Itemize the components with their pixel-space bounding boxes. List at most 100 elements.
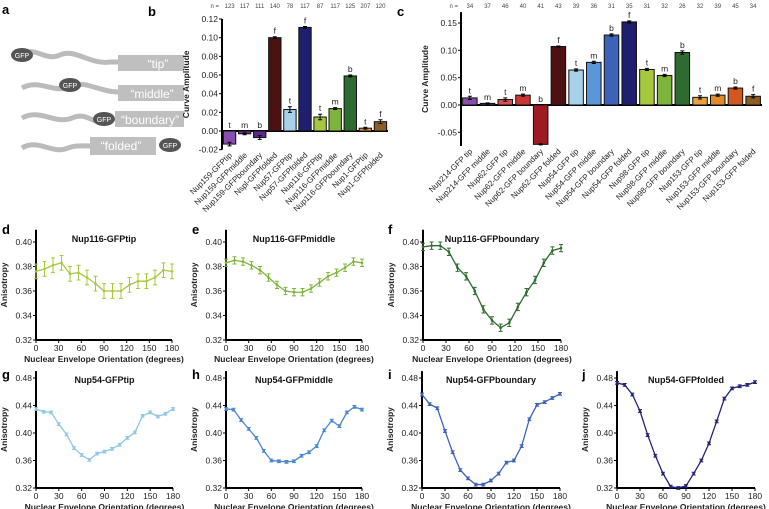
y-tick-label: 0.34 xyxy=(402,311,419,321)
data-point xyxy=(499,326,502,330)
data-point xyxy=(474,483,477,486)
bar-annotation: t xyxy=(469,85,472,95)
data-point xyxy=(254,436,258,440)
x-tick-label: 60 xyxy=(658,491,668,501)
error-bar xyxy=(378,119,383,125)
error-bar xyxy=(348,74,353,78)
x-axis-label: Nuclear Envelope Orientation (degrees) xyxy=(411,502,571,509)
error-bar xyxy=(715,93,720,97)
bar-annotation: f xyxy=(752,84,755,94)
n-prefix: n = xyxy=(210,4,219,10)
y-tick-label: 0.38 xyxy=(402,262,419,272)
n-count: 31 xyxy=(608,4,615,10)
fg-repeat-strand xyxy=(20,49,118,65)
y-tick-label: 0.32 xyxy=(205,335,222,345)
data-point xyxy=(171,407,175,411)
data-point xyxy=(322,428,326,432)
y-tick-label: 0.36 xyxy=(205,286,222,296)
n-count: 117 xyxy=(240,4,250,10)
n-count: 36 xyxy=(590,4,597,10)
n-count: 117 xyxy=(300,4,310,10)
chart-panel-j: j 0.32 0.36 0.40 0.44 0.48 0 30 60 90 120 150 180Nuc… xyxy=(580,367,766,509)
bar-annotation: m xyxy=(590,50,597,60)
x-tick-label: 120 xyxy=(120,491,134,501)
panel-label-f: f xyxy=(388,222,393,237)
data-point xyxy=(284,289,287,293)
bar-c-7 xyxy=(586,61,602,106)
error-bar xyxy=(698,95,703,100)
data-point xyxy=(43,267,46,271)
data-point xyxy=(148,411,152,414)
data-point xyxy=(360,261,364,265)
y-tick-label: 0.06 xyxy=(201,70,218,80)
data-point xyxy=(451,450,454,454)
bar-annotation: t xyxy=(319,103,322,113)
x-axis-label: Nuclear Envelope Orientation (degrees) xyxy=(214,502,374,509)
data-point xyxy=(447,250,451,254)
gfp-tag xyxy=(93,112,115,126)
data-point xyxy=(258,268,262,272)
x-tick-label: 120 xyxy=(310,343,324,353)
x-tick-label: 120 xyxy=(310,491,324,501)
x-tick-label: 120 xyxy=(120,343,134,353)
bar-annotation: f xyxy=(304,15,307,25)
y-tick-label: 0.36 xyxy=(205,456,222,466)
n-count: 46 xyxy=(502,4,509,10)
x-tick-label: 150 xyxy=(142,343,156,353)
x-tick-label: 120 xyxy=(702,491,716,501)
data-point xyxy=(551,396,554,400)
data-point xyxy=(34,270,38,273)
data-point xyxy=(49,411,53,414)
n-count: 31 xyxy=(644,4,651,10)
n-count: 117 xyxy=(330,4,340,10)
fg-repeat-strand xyxy=(20,112,101,125)
data-point xyxy=(353,405,356,409)
data-point xyxy=(87,458,91,462)
data-point xyxy=(262,449,266,453)
data-point xyxy=(551,249,554,252)
n-count: 32 xyxy=(697,4,704,10)
data-point xyxy=(318,281,321,284)
data-point xyxy=(77,271,80,274)
panel-label-d: d xyxy=(2,222,10,237)
x-tick-label: 150 xyxy=(725,491,739,501)
error-bar xyxy=(662,73,667,78)
data-point xyxy=(623,383,626,387)
data-point xyxy=(654,454,657,457)
panel-label-j: j xyxy=(581,367,586,382)
series-line xyxy=(225,406,363,463)
data-point xyxy=(141,414,144,418)
construct-label-folded: “folded” xyxy=(101,139,142,153)
x-tick-label: 120 xyxy=(507,491,521,501)
error-bar xyxy=(733,86,738,90)
y-axis-label: Anisotropy xyxy=(580,407,590,452)
data-point xyxy=(438,244,442,247)
data-point xyxy=(466,477,470,480)
x-tick-label: 90 xyxy=(289,343,299,353)
data-point xyxy=(156,415,160,418)
data-point xyxy=(505,461,508,464)
y-tick-label: 0.32 xyxy=(596,483,613,493)
y-tick-label: 0.36 xyxy=(596,456,613,466)
panel-label-b: b xyxy=(148,4,156,19)
data-point xyxy=(464,275,468,278)
x-axis-label: Nuclear Envelope Orientation (degrees) xyxy=(606,502,766,509)
series-line xyxy=(225,259,363,293)
y-tick-label: -0.05 xyxy=(438,127,458,137)
n-count: 39 xyxy=(573,4,580,10)
chart-title: Nup116-GFPtip xyxy=(72,234,137,244)
error-bar xyxy=(287,106,292,113)
series-line xyxy=(422,245,562,329)
data-point xyxy=(516,305,520,309)
data-point xyxy=(119,289,123,293)
error-bar xyxy=(751,94,756,99)
data-point xyxy=(715,420,718,423)
y-tick-label: 0.40 xyxy=(596,428,613,438)
data-point xyxy=(661,472,665,475)
x-tick-label: 60 xyxy=(77,491,87,501)
construct-label-tip: “tip” xyxy=(148,57,169,71)
n-count: 40 xyxy=(520,4,527,10)
x-tick-label: 60 xyxy=(77,343,87,353)
x-tick-label: 0 xyxy=(615,491,620,501)
y-tick-label: 0.40 xyxy=(15,428,32,438)
